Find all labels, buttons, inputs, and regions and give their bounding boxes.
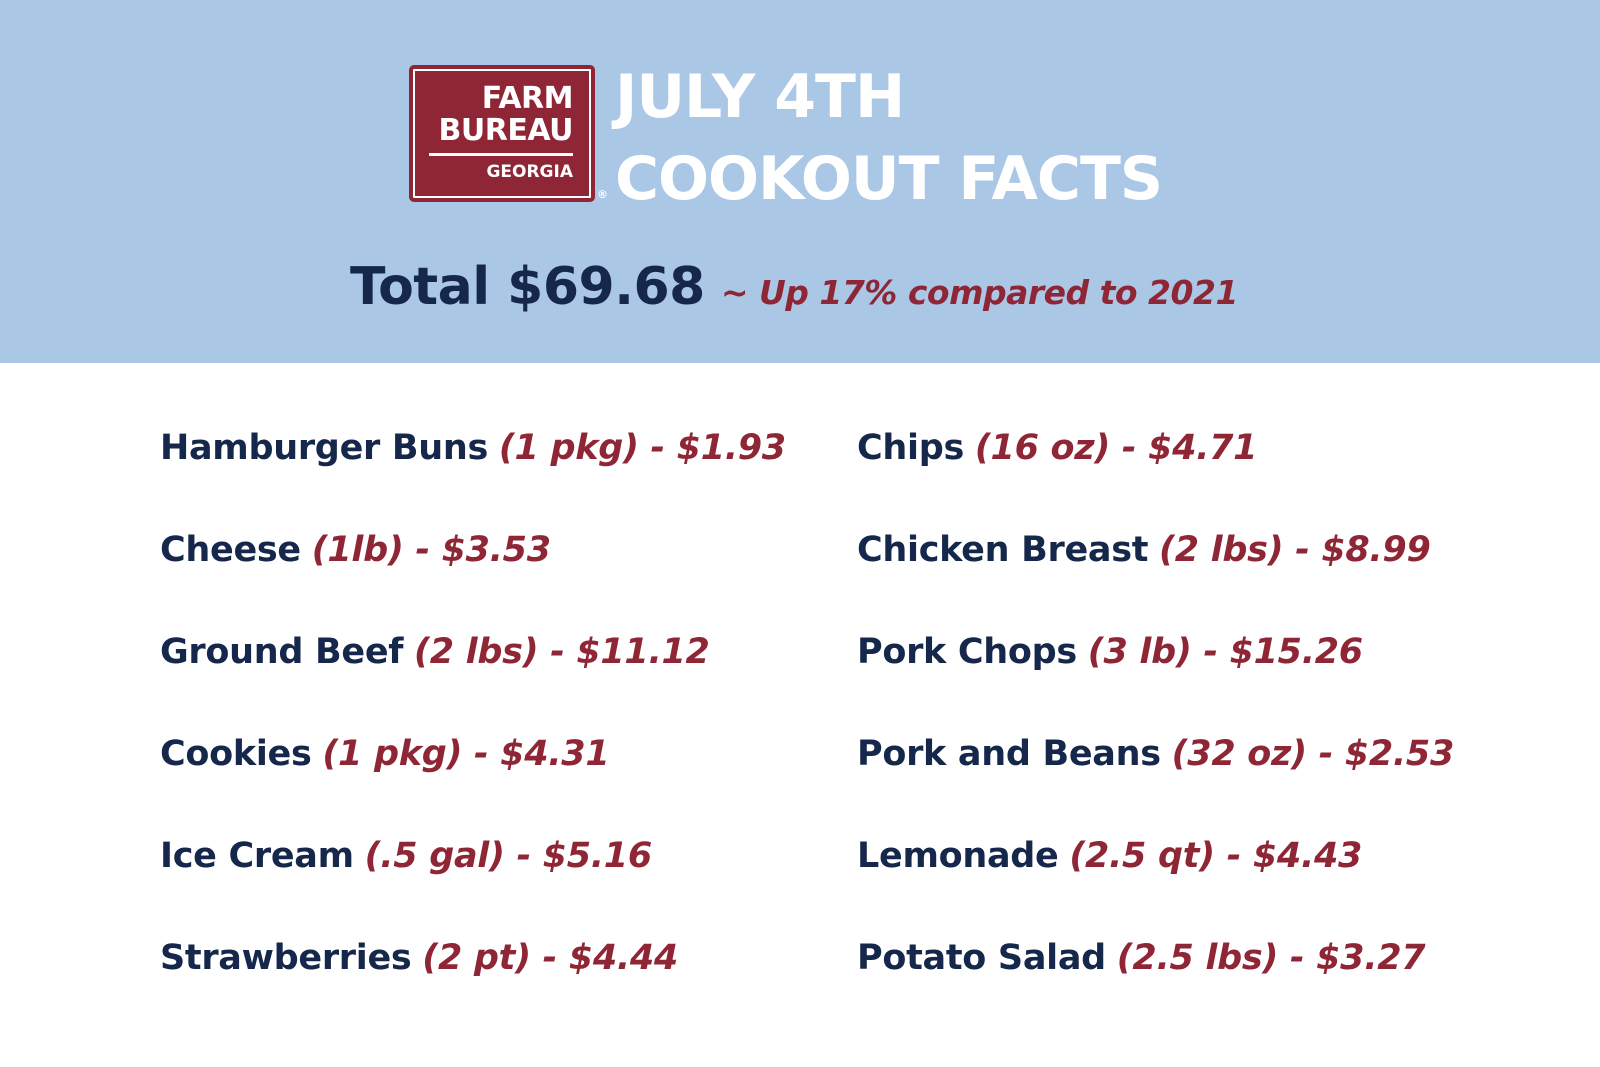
list-item: Potato Salad (2.5 lbs) - $3.27 xyxy=(857,930,1454,1032)
list-item: Pork and Beans (32 oz) - $2.53 xyxy=(857,726,1454,828)
item-name: Pork and Beans xyxy=(857,734,1161,774)
title-line-1: JULY 4TH xyxy=(615,62,905,132)
list-item: Cheese (1lb) - $3.53 xyxy=(160,522,786,624)
item-name: Potato Salad xyxy=(857,938,1106,978)
item-price: (2.5 qt) - $4.43 xyxy=(1069,836,1363,876)
item-price: (.5 gal) - $5.16 xyxy=(364,836,653,876)
item-name: Cookies xyxy=(160,734,312,774)
item-price: (2 lbs) - $11.12 xyxy=(414,632,710,672)
total-summary: Total $69.68 ~ Up 17% compared to 2021 xyxy=(350,252,1238,334)
item-column-left: Hamburger Buns (1 pkg) - $1.93 Cheese (1… xyxy=(160,420,786,1032)
item-name: Cheese xyxy=(160,530,301,570)
list-item: Lemonade (2.5 qt) - $4.43 xyxy=(857,828,1454,930)
total-cost: Total $69.68 xyxy=(350,257,705,317)
logo-rule xyxy=(429,153,573,156)
year-comparison: ~ Up 17% compared to 2021 xyxy=(720,273,1239,312)
item-price: (2.5 lbs) - $3.27 xyxy=(1116,938,1426,978)
list-item: Chicken Breast (2 lbs) - $8.99 xyxy=(857,522,1454,624)
item-name: Strawberries xyxy=(160,938,412,978)
header-banner: FARM BUREAU GEORGIA ® JULY 4TH COOKOUT F… xyxy=(0,0,1600,363)
list-item: Cookies (1 pkg) - $4.31 xyxy=(160,726,786,828)
item-name: Chips xyxy=(857,428,964,468)
logo-line-farm: FARM xyxy=(481,81,574,116)
item-name: Chicken Breast xyxy=(857,530,1149,570)
page-title: JULY 4TH COOKOUT FACTS xyxy=(615,56,1163,220)
item-price: (2 pt) - $4.44 xyxy=(422,938,678,978)
list-item: Strawberries (2 pt) - $4.44 xyxy=(160,930,786,1032)
list-item: Ground Beef (2 lbs) - $11.12 xyxy=(160,624,786,726)
list-item: Pork Chops (3 lb) - $15.26 xyxy=(857,624,1454,726)
list-item: Chips (16 oz) - $4.71 xyxy=(857,420,1454,522)
item-name: Ice Cream xyxy=(160,836,354,876)
item-name: Lemonade xyxy=(857,836,1059,876)
item-column-right: Chips (16 oz) - $4.71 Chicken Breast (2 … xyxy=(857,420,1454,1032)
item-price: (1 pkg) - $4.31 xyxy=(322,734,610,774)
logo-line-georgia: GEORGIA xyxy=(486,162,573,182)
item-name: Pork Chops xyxy=(857,632,1077,672)
farm-bureau-logo: FARM BUREAU GEORGIA xyxy=(409,65,595,202)
list-item: Hamburger Buns (1 pkg) - $1.93 xyxy=(160,420,786,522)
item-price: (3 lb) - $15.26 xyxy=(1087,632,1363,672)
item-name: Ground Beef xyxy=(160,632,404,672)
item-price: (2 lbs) - $8.99 xyxy=(1159,530,1431,570)
logo-line-bureau: BUREAU xyxy=(438,113,574,148)
item-price: (1 pkg) - $1.93 xyxy=(498,428,786,468)
item-price: (32 oz) - $2.53 xyxy=(1171,734,1455,774)
registered-mark: ® xyxy=(597,188,608,201)
title-line-2: COOKOUT FACTS xyxy=(615,144,1163,214)
item-price: (16 oz) - $4.71 xyxy=(974,428,1258,468)
item-name: Hamburger Buns xyxy=(160,428,488,468)
item-price: (1lb) - $3.53 xyxy=(311,530,551,570)
list-item: Ice Cream (.5 gal) - $5.16 xyxy=(160,828,786,930)
